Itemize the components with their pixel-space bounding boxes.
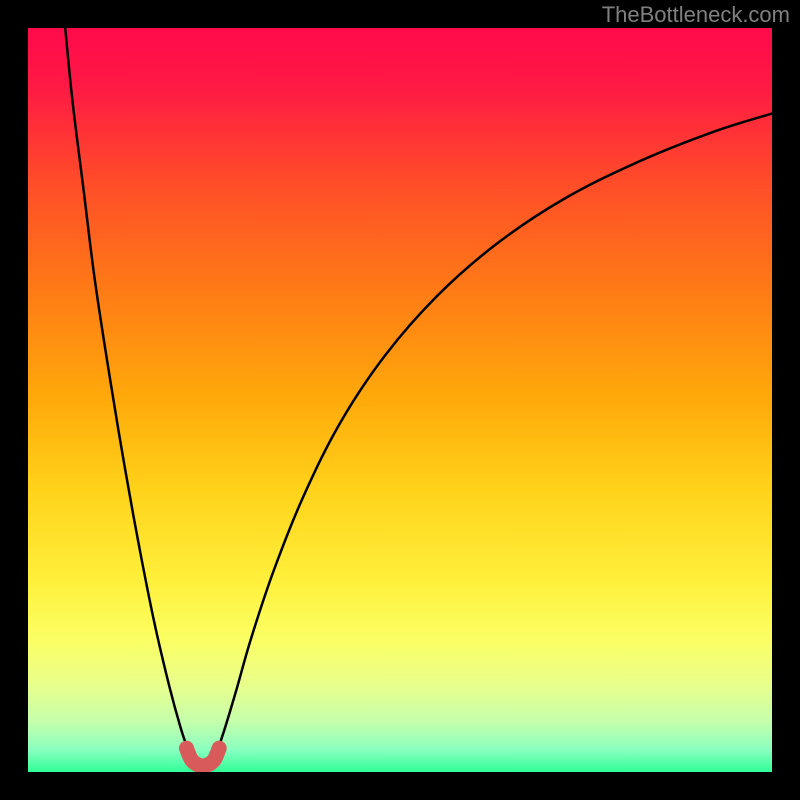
watermark-text: TheBottleneck.com [602,2,790,28]
chart-svg [28,28,772,772]
chart-plot-area [28,28,772,772]
chart-background [28,28,772,772]
